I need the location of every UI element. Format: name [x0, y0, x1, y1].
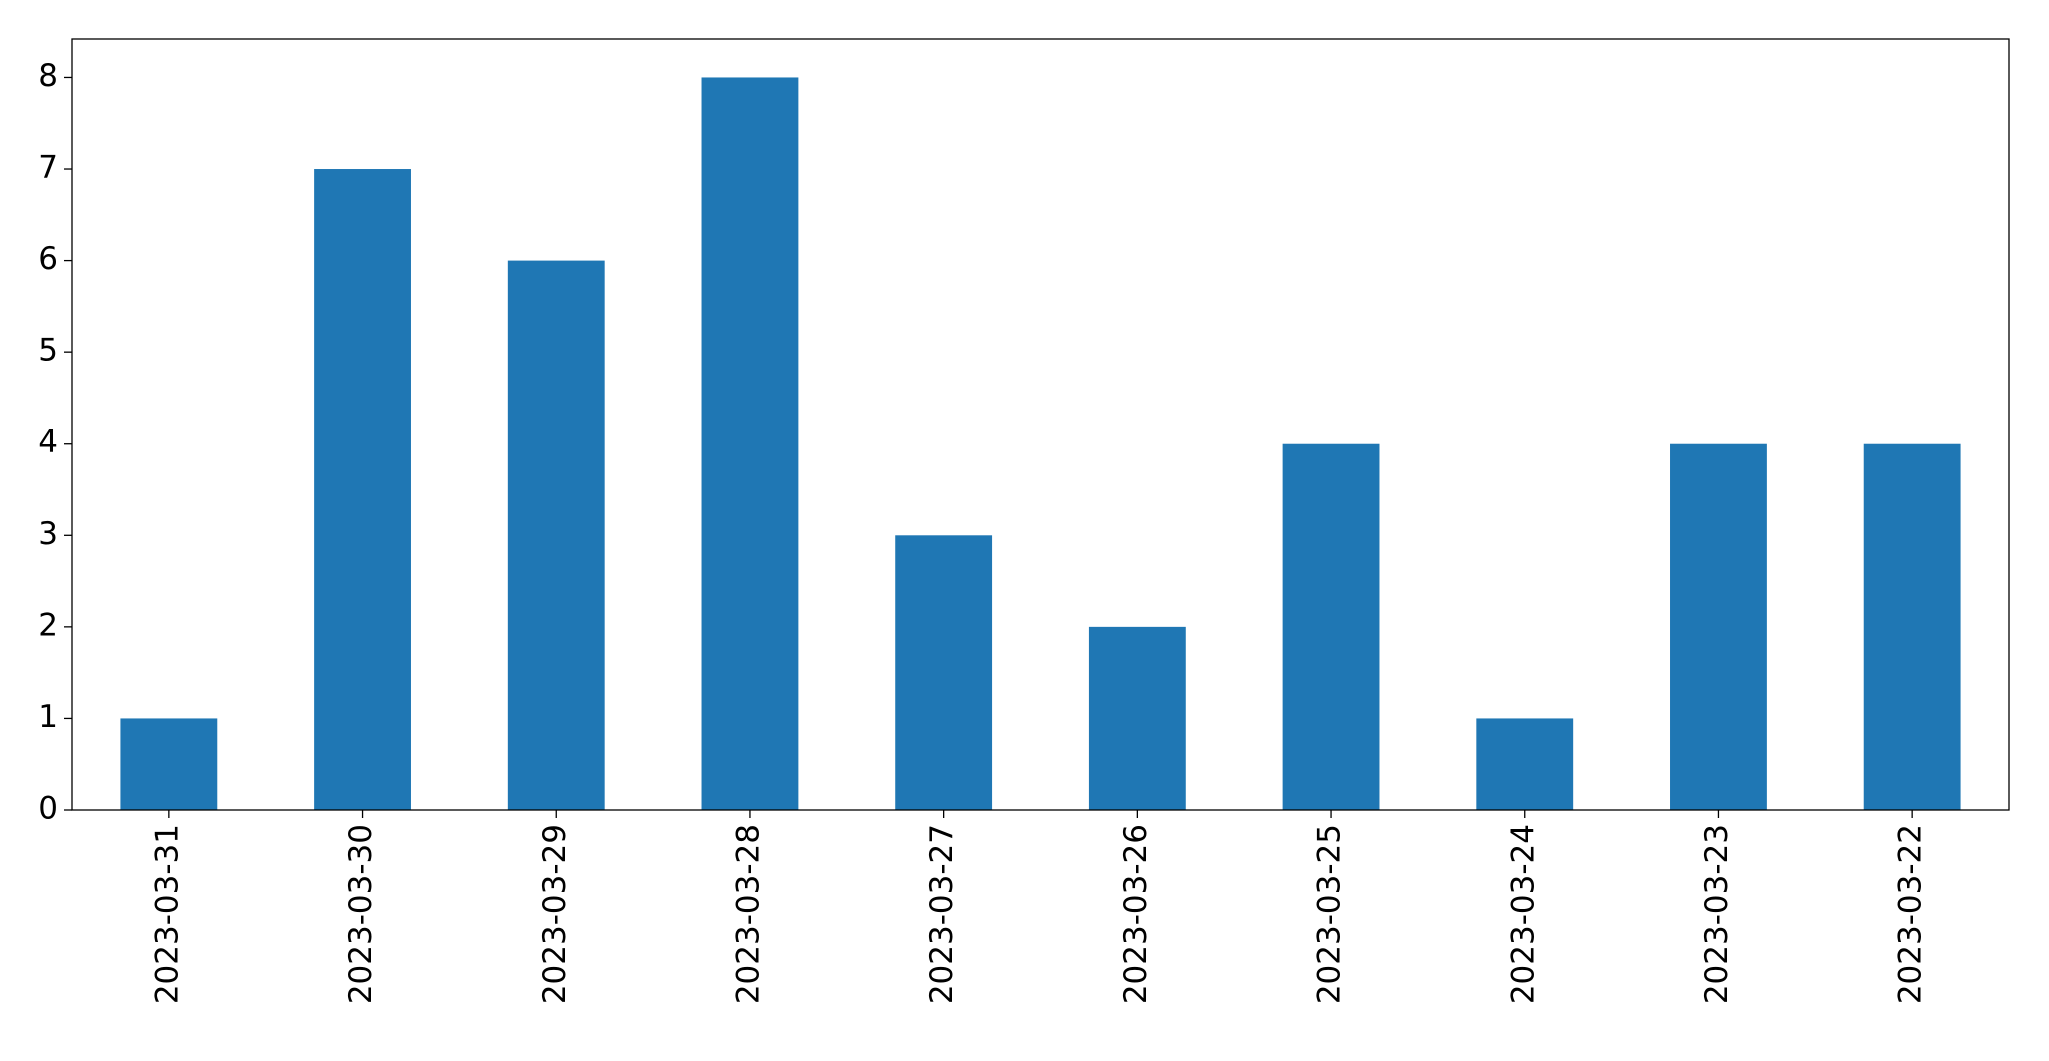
y-tick-label: 0: [38, 791, 58, 827]
x-tick-label: 2023-03-28: [730, 824, 766, 1004]
bar: [1476, 718, 1574, 810]
y-tick-label: 6: [38, 241, 58, 277]
y-tick-label: 7: [38, 150, 58, 186]
bar: [120, 718, 218, 810]
x-tick-label: 2023-03-27: [924, 824, 960, 1004]
plot-frame: [71, 38, 2010, 811]
x-tick-label: 2023-03-30: [343, 824, 379, 1004]
y-tick-label: 8: [38, 58, 58, 94]
y-tick-label: 1: [38, 699, 58, 735]
bar: [1088, 626, 1186, 810]
x-tick-label: 2023-03-25: [1312, 824, 1348, 1004]
bar: [1670, 443, 1767, 810]
bar: [701, 77, 799, 810]
y-tick-label: 3: [38, 516, 58, 552]
y-tick-label: 4: [38, 424, 58, 460]
x-tick-label: 2023-03-29: [537, 824, 573, 1004]
x-tick-label: 2023-03-24: [1505, 824, 1541, 1004]
bar: [895, 535, 993, 810]
x-tick-label: 2023-03-31: [149, 824, 185, 1004]
bar: [507, 260, 605, 810]
x-tick-label: 2023-03-23: [1699, 824, 1735, 1004]
y-tick-label: 5: [38, 333, 58, 369]
x-tick-label: 2023-03-22: [1893, 824, 1929, 1004]
bar: [1863, 443, 1961, 810]
bar: [1282, 443, 1380, 810]
y-tick-label: 2: [38, 607, 58, 643]
bar: [314, 169, 411, 810]
x-tick-label: 2023-03-26: [1118, 824, 1154, 1004]
